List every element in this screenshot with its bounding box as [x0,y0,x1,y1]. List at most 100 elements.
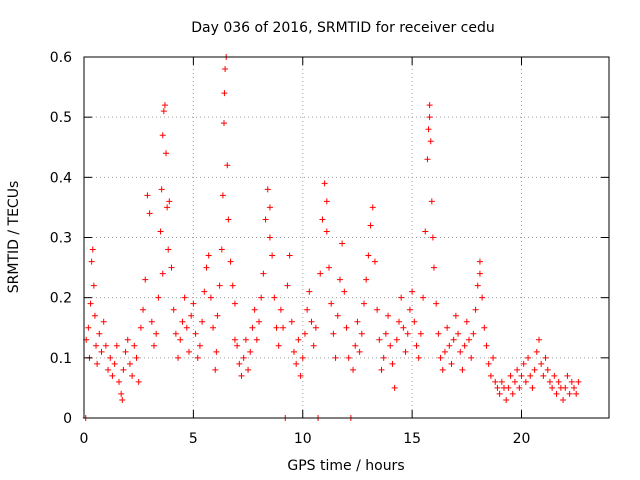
data-point [203,264,210,271]
data-point [529,384,536,391]
data-point [227,258,234,265]
data-point [474,282,481,289]
data-point [164,204,171,211]
data-point [109,372,116,379]
data-point [105,366,112,373]
data-point [376,336,383,343]
data-point [564,372,571,379]
data-point [231,300,238,307]
data-point [341,288,348,295]
data-point [549,384,556,391]
data-point [365,252,372,259]
data-point [293,360,300,367]
data-point [148,318,155,325]
data-point [216,282,223,289]
data-point [157,228,164,235]
data-point [485,360,492,367]
data-point [107,354,114,361]
data-point [546,378,553,385]
data-point [385,312,392,319]
data-point [153,330,160,337]
data-point [354,318,361,325]
data-point [158,186,165,193]
data-point [181,294,188,301]
data-point [165,246,172,253]
data-points [82,54,582,421]
data-point [422,228,429,235]
data-point [522,378,529,385]
data-point [544,366,551,373]
data-point [129,372,136,379]
data-point [120,366,127,373]
data-point [89,246,96,253]
data-point [229,282,236,289]
data-point [131,342,138,349]
data-point [358,330,365,337]
data-point [356,348,363,355]
data-point [463,318,470,325]
data-point [429,234,436,241]
data-point [221,90,228,97]
data-point [284,282,291,289]
data-point [266,234,273,241]
data-point [330,330,337,337]
data-point [249,324,256,331]
data-point [425,126,432,133]
data-point [142,276,149,283]
data-point [411,318,418,325]
data-point [487,372,494,379]
data-point [374,306,381,313]
data-point [172,330,179,337]
data-point [310,342,317,349]
data-point [441,348,448,355]
data-point [389,360,396,367]
x-tick-label: 15 [403,431,421,447]
data-point [277,306,284,313]
data-point [472,306,479,313]
data-point [503,396,510,403]
data-point [295,336,302,343]
data-point [122,348,129,355]
data-point [492,378,499,385]
data-point [236,360,243,367]
data-point [424,156,431,163]
data-point [288,318,295,325]
data-point [481,324,488,331]
data-point [297,372,304,379]
data-point [262,216,269,223]
data-point [404,330,411,337]
data-point [242,336,249,343]
data-point [540,372,547,379]
data-point [571,384,577,391]
data-point [190,300,197,307]
data-point [266,204,273,211]
data-point [435,330,442,337]
data-point [426,114,433,121]
data-point [168,264,175,271]
data-point [328,300,335,307]
data-point [566,390,573,397]
data-point [518,372,525,379]
data-point [509,390,516,397]
data-point [457,348,464,355]
data-point [490,354,497,361]
data-point [413,342,420,349]
data-point [192,330,199,337]
data-point [301,330,308,337]
y-tick-label: 0.3 [50,231,72,247]
data-point [496,390,503,397]
data-point [219,192,226,199]
data-point [90,282,97,289]
data-point [159,270,166,277]
data-point [402,348,409,355]
data-point [144,192,151,199]
y-tick-label: 0.4 [50,170,72,186]
data-point [137,324,144,331]
data-point [126,360,133,367]
data-point [555,378,562,385]
data-point [175,354,182,361]
data-point [406,306,413,313]
data-point [553,390,560,397]
data-point [240,354,247,361]
